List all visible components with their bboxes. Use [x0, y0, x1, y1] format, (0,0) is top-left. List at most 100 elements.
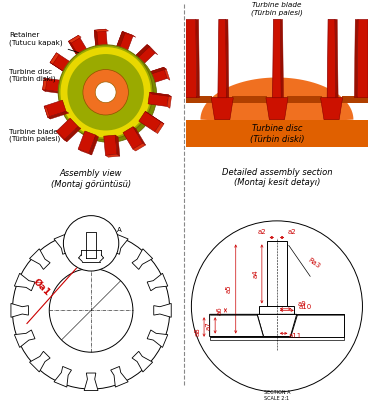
Text: a11: a11 — [289, 333, 302, 339]
Polygon shape — [56, 132, 67, 142]
Text: a9: a9 — [297, 301, 306, 307]
Polygon shape — [257, 314, 297, 336]
Polygon shape — [64, 127, 81, 142]
Polygon shape — [280, 19, 283, 98]
Polygon shape — [94, 29, 107, 49]
Polygon shape — [84, 230, 98, 248]
Polygon shape — [201, 77, 353, 129]
Circle shape — [63, 216, 119, 271]
Text: Assembly view
(Montaj görüntüsü): Assembly view (Montaj görüntüsü) — [51, 169, 131, 189]
Text: a2: a2 — [258, 229, 266, 235]
Polygon shape — [196, 19, 199, 98]
Text: a10: a10 — [299, 304, 312, 310]
Polygon shape — [155, 122, 164, 134]
Text: a7: a7 — [206, 321, 212, 330]
Text: Detailed assembly section
(Montaj kesit detayı): Detailed assembly section (Montaj kesit … — [222, 168, 332, 187]
Polygon shape — [266, 98, 288, 120]
Text: Turbine blade
(Türbin palesi): Turbine blade (Türbin palesi) — [251, 2, 303, 16]
Polygon shape — [354, 19, 358, 98]
Polygon shape — [148, 92, 169, 107]
Text: a4: a4 — [253, 270, 259, 278]
Polygon shape — [147, 45, 158, 55]
Polygon shape — [212, 98, 232, 120]
Polygon shape — [226, 19, 229, 98]
Polygon shape — [145, 67, 166, 75]
Polygon shape — [290, 314, 344, 336]
Polygon shape — [211, 98, 233, 120]
Polygon shape — [43, 89, 64, 94]
Text: SECTION A
SCALE 2:1: SECTION A SCALE 2:1 — [263, 390, 290, 401]
Circle shape — [95, 82, 116, 103]
Polygon shape — [210, 314, 263, 336]
Polygon shape — [164, 67, 170, 80]
Polygon shape — [186, 120, 368, 147]
Polygon shape — [186, 19, 197, 98]
Polygon shape — [122, 31, 136, 37]
Polygon shape — [54, 367, 71, 387]
Polygon shape — [133, 143, 146, 151]
Circle shape — [62, 48, 157, 143]
Circle shape — [13, 232, 170, 389]
Polygon shape — [167, 95, 171, 108]
Polygon shape — [133, 45, 155, 66]
Polygon shape — [267, 242, 287, 306]
Circle shape — [58, 45, 153, 140]
Text: Øa1: Øa1 — [31, 277, 52, 297]
Polygon shape — [84, 373, 98, 390]
Circle shape — [49, 268, 133, 352]
Polygon shape — [111, 234, 128, 254]
Polygon shape — [44, 100, 66, 117]
Polygon shape — [94, 30, 99, 51]
Polygon shape — [68, 35, 88, 58]
Polygon shape — [132, 351, 153, 372]
Text: a5: a5 — [226, 285, 232, 293]
Polygon shape — [133, 127, 146, 145]
Polygon shape — [54, 234, 71, 254]
Polygon shape — [218, 19, 227, 98]
Polygon shape — [43, 78, 47, 92]
Polygon shape — [145, 111, 164, 124]
Polygon shape — [48, 111, 69, 119]
Polygon shape — [104, 135, 117, 155]
Polygon shape — [50, 53, 72, 73]
Polygon shape — [50, 53, 59, 64]
Polygon shape — [29, 249, 50, 270]
Polygon shape — [78, 149, 92, 155]
Polygon shape — [56, 118, 78, 140]
Polygon shape — [259, 306, 294, 314]
Polygon shape — [43, 78, 63, 92]
Polygon shape — [132, 249, 153, 270]
Polygon shape — [145, 67, 167, 84]
Polygon shape — [116, 31, 125, 51]
Text: a6: a6 — [216, 306, 222, 315]
Polygon shape — [273, 19, 281, 98]
Text: a2: a2 — [287, 229, 296, 235]
Polygon shape — [50, 63, 69, 75]
Text: Retainer
(Tutucu kapak): Retainer (Tutucu kapak) — [9, 32, 107, 62]
Polygon shape — [154, 303, 171, 317]
Text: A: A — [117, 227, 121, 233]
Polygon shape — [150, 92, 171, 97]
Polygon shape — [327, 19, 336, 98]
Polygon shape — [147, 273, 168, 291]
Polygon shape — [123, 127, 143, 149]
Text: Turbine disc
(Türbin diski): Turbine disc (Türbin diski) — [9, 69, 91, 89]
Polygon shape — [147, 330, 168, 347]
Polygon shape — [14, 330, 35, 347]
Text: Turbine disc
(Türbin diski): Turbine disc (Türbin diski) — [250, 125, 304, 144]
Text: Turbine blade
(Türbin palesi): Turbine blade (Türbin palesi) — [9, 127, 67, 142]
Polygon shape — [267, 98, 287, 120]
Polygon shape — [68, 35, 81, 43]
Text: a8: a8 — [195, 327, 201, 336]
Polygon shape — [115, 135, 120, 156]
Circle shape — [191, 221, 362, 392]
Polygon shape — [44, 106, 50, 119]
Polygon shape — [89, 135, 99, 155]
Polygon shape — [68, 41, 81, 60]
Polygon shape — [357, 19, 368, 98]
Polygon shape — [11, 303, 28, 317]
Polygon shape — [78, 131, 96, 153]
Polygon shape — [210, 336, 344, 340]
Polygon shape — [116, 31, 133, 54]
Polygon shape — [322, 98, 342, 120]
